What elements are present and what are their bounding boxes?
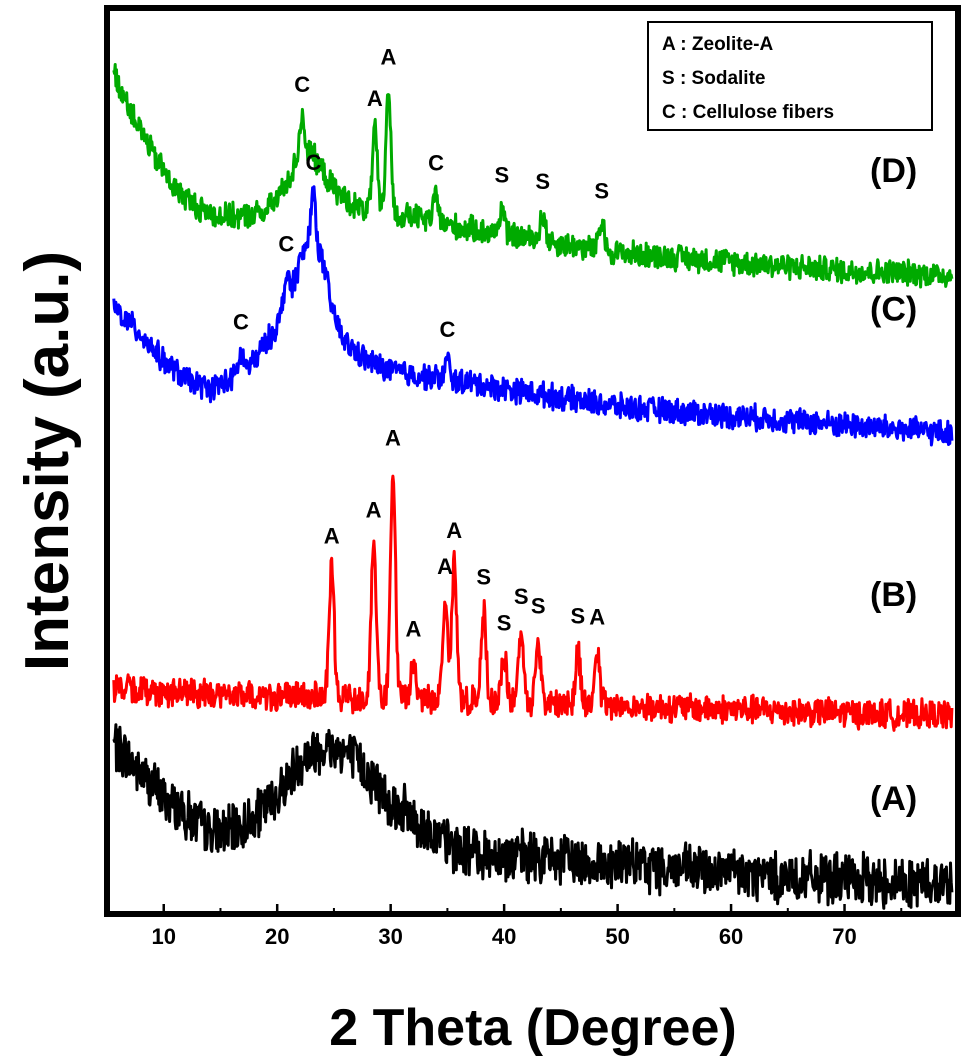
series-layer [112, 63, 954, 910]
peak-label: S [497, 610, 512, 635]
sample-label: (B) [870, 576, 917, 614]
x-tick-label: 70 [832, 924, 856, 949]
peak-label: A [367, 86, 383, 111]
series-line-3 [112, 63, 954, 289]
x-tick-label: 20 [265, 924, 289, 949]
peak-label: A [405, 617, 421, 642]
legend-entry-cellulose: C : Cellulose fibers [662, 102, 834, 123]
sample-label: (C) [870, 291, 917, 329]
peak-label: S [531, 593, 546, 618]
series-line-0 [112, 723, 954, 910]
series-line-1 [112, 474, 954, 732]
peak-label: C [306, 150, 322, 175]
peak-label: S [495, 163, 510, 188]
legend: A : Zeolite-A S : Sodalite C : Cellulose… [647, 21, 933, 131]
x-tick-label: 30 [378, 924, 402, 949]
legend-box [647, 21, 933, 131]
peak-label: S [571, 604, 586, 629]
x-tick-layer: 10 20 30 40 50 60 70 [106, 904, 959, 949]
peak-label: A [324, 523, 340, 548]
series-line-2 [112, 185, 954, 447]
peak-label: C [439, 317, 455, 342]
sample-label: (A) [870, 780, 917, 818]
peak-label: S [535, 169, 550, 194]
x-tick-label: 40 [492, 924, 516, 949]
peak-label: A [366, 498, 382, 523]
x-tick-label: 60 [719, 924, 743, 949]
plot-frame [104, 5, 961, 917]
x-tick-label: 50 [605, 924, 629, 949]
peak-label: A [589, 604, 605, 629]
peak-label: A [380, 44, 396, 69]
peak-label: S [514, 584, 529, 609]
sample-label: (D) [870, 152, 917, 190]
peak-label: A [437, 554, 453, 579]
peak-label: C [428, 151, 444, 176]
y-axis-title: Intensity (a.u.) [13, 251, 82, 671]
sample-label-layer: (A) (B) (C) (D) [870, 152, 917, 818]
legend-entry-sodalite: S : Sodalite [662, 68, 765, 89]
peak-label: S [476, 564, 491, 589]
peak-label: A [385, 426, 401, 451]
peak-label: C [278, 232, 294, 257]
peak-label: C [294, 72, 310, 97]
x-axis-title: 2 Theta (Degree) [329, 999, 736, 1057]
x-tick-label: 10 [151, 924, 175, 949]
peak-label: C [233, 310, 249, 335]
peak-label: A [446, 518, 462, 543]
legend-entry-zeolite: A : Zeolite-A [662, 34, 773, 55]
peak-label: S [594, 178, 609, 203]
